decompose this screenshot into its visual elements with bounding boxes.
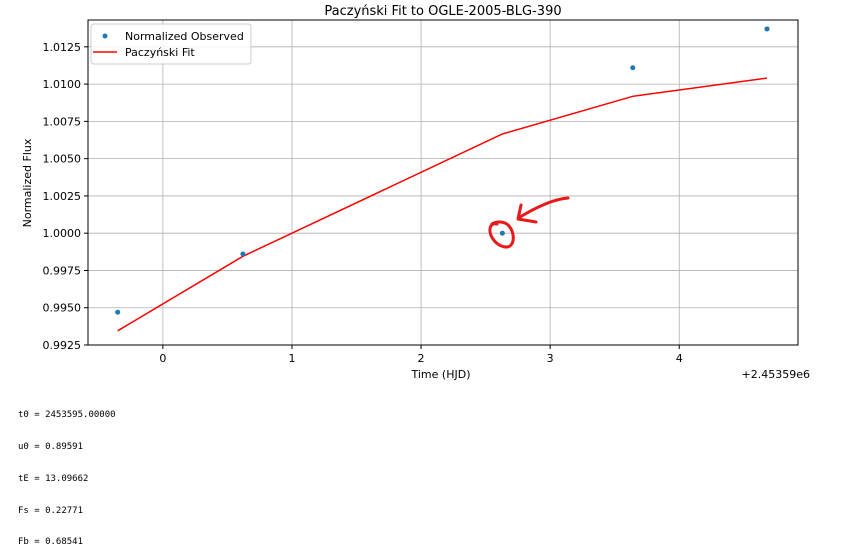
y-tick-label: 1.0050 xyxy=(43,153,82,166)
y-tick-label: 1.0000 xyxy=(43,227,82,240)
grid-lines xyxy=(88,20,798,346)
y-tick-label: 1.0075 xyxy=(43,115,82,128)
y-tick-label: 1.0025 xyxy=(43,190,82,203)
observed-point xyxy=(240,251,246,257)
legend: Normalized Observed Paczyński Fit xyxy=(90,23,252,65)
chart-figure: Paczyński Fit to OGLE-2005-BLG-390 0.992… xyxy=(21,4,810,381)
fit-line-series xyxy=(117,77,768,332)
observed-point xyxy=(630,65,636,71)
x-axis-ticks: 0 1 2 3 4 xyxy=(159,345,683,365)
legend-box xyxy=(90,23,252,65)
param-t0: t0 = 2453595.00000 xyxy=(18,410,116,421)
y-tick-label: 0.9925 xyxy=(43,339,82,352)
plot-area-frame xyxy=(87,19,799,346)
param-u0: u0 = 0.89591 xyxy=(18,441,84,452)
x-axis-offset-label: +2.45359e6 xyxy=(742,368,810,381)
legend-label-observed: Normalized Observed xyxy=(125,30,244,43)
y-axis-ticks: 0.9925 0.9950 0.9975 1.0000 1.0025 1.0050 1.00… xyxy=(43,41,88,352)
x-tick-label: 2 xyxy=(418,352,425,365)
red-annotation-circle-arrow xyxy=(488,196,570,249)
chart-title: Paczyński Fit to OGLE-2005-BLG-390 xyxy=(324,4,561,19)
observed-point xyxy=(764,26,770,32)
y-tick-label: 0.9950 xyxy=(43,302,82,315)
annotation-arrow-shaft xyxy=(518,196,570,219)
observed-point xyxy=(115,309,121,315)
fit-parameters: t0 = 2453595.00000 u0 = 0.89591 tE = 13.… xyxy=(18,389,116,559)
y-tick-label: 1.0125 xyxy=(43,41,82,54)
fit-line xyxy=(117,77,768,332)
y-tick-label: 0.9975 xyxy=(43,264,82,277)
observed-points-series xyxy=(115,26,770,315)
x-tick-label: 4 xyxy=(676,352,683,365)
param-tE: tE = 13.09662 xyxy=(18,473,89,484)
x-tick-label: 1 xyxy=(288,352,295,365)
observed-point xyxy=(499,230,505,236)
annotation-circle xyxy=(488,220,515,249)
y-tick-label: 1.0100 xyxy=(43,78,82,91)
x-axis-label: Time (HJD) xyxy=(411,368,471,381)
x-tick-label: 0 xyxy=(159,352,166,365)
legend-marker-observed xyxy=(102,33,108,39)
y-axis-label: Normalized Flux xyxy=(21,138,34,227)
legend-label-fit: Paczyński Fit xyxy=(125,46,195,59)
param-Fb: Fb = 0.68541 xyxy=(18,537,84,548)
annotation-arrow-head xyxy=(516,203,538,224)
param-Fs: Fs = 0.22771 xyxy=(18,505,84,516)
x-tick-label: 3 xyxy=(547,352,554,365)
